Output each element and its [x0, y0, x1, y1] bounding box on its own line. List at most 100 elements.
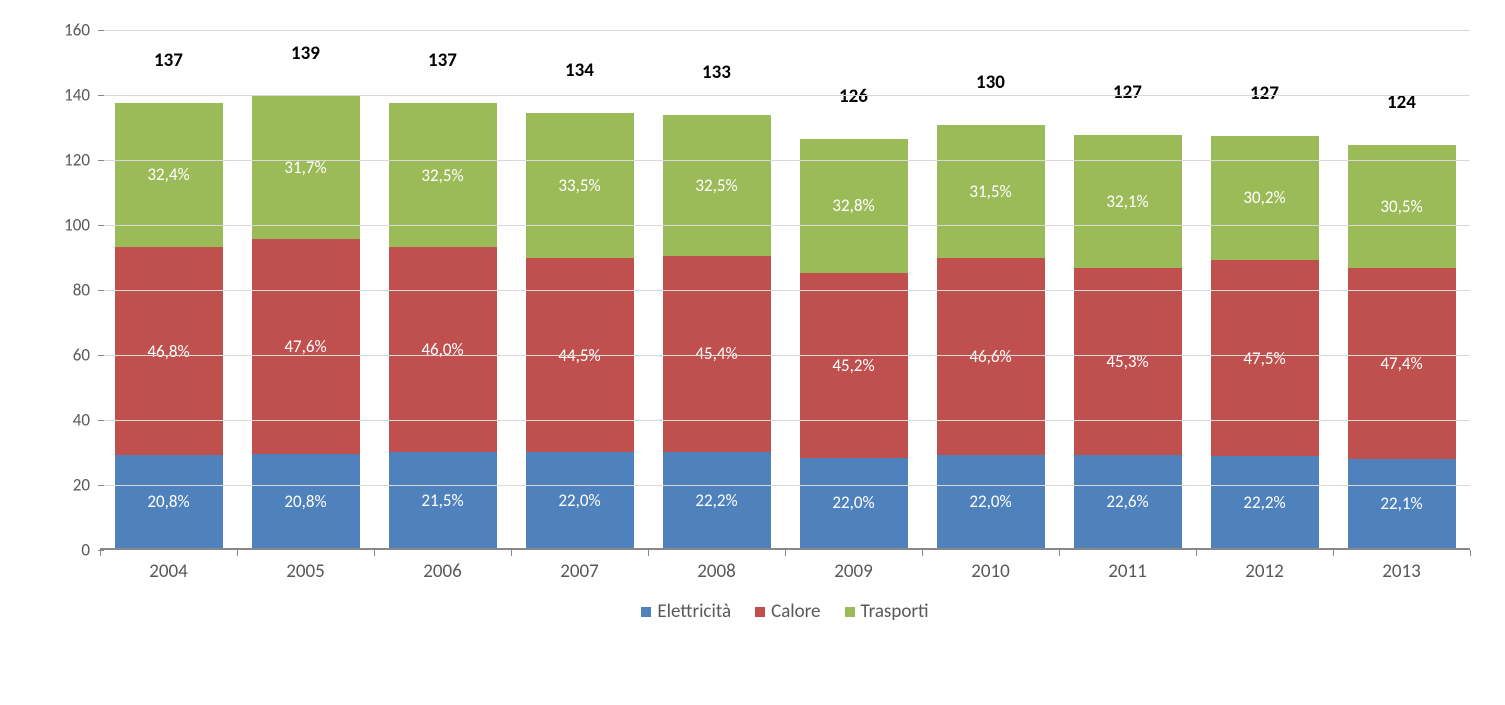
y-tick-mark	[98, 30, 104, 31]
y-tick-label: 140	[64, 85, 90, 106]
bar-stack: 22,2% 45,4% 32,5%	[663, 115, 771, 548]
segment-percent-label: 32,5%	[421, 165, 463, 186]
x-axis-label: 2009	[785, 560, 922, 583]
segment-trasporti: 31,5%	[937, 125, 1045, 258]
x-tick-mark	[1470, 550, 1471, 556]
segment-trasporti: 30,2%	[1211, 136, 1319, 261]
gridline	[100, 95, 1470, 96]
bar-stack: 21,5% 46,0% 32,5%	[389, 103, 497, 548]
bar-total-label: 139	[237, 42, 374, 69]
segment-percent-label: 30,5%	[1380, 196, 1422, 217]
y-tick-mark	[98, 95, 104, 96]
segment-calore: 46,0%	[389, 247, 497, 452]
y-tick-label: 20	[73, 475, 90, 496]
gridline	[100, 225, 1470, 226]
x-tick-mark	[1196, 550, 1197, 556]
segment-elettricita: 21,5%	[389, 452, 497, 548]
segment-calore: 47,6%	[252, 239, 360, 454]
x-axis-label: 2005	[237, 560, 374, 583]
bar-total-label: 133	[648, 61, 785, 88]
segment-trasporti: 32,8%	[800, 139, 908, 273]
x-axis-label: 2004	[100, 560, 237, 583]
legend-swatch	[845, 607, 855, 617]
legend-item-elettricita: Elettricità	[641, 600, 731, 623]
segment-percent-label: 46,8%	[147, 341, 189, 362]
y-tick-label: 40	[73, 410, 90, 431]
segment-percent-label: 45,3%	[1106, 351, 1148, 372]
bar-stack: 22,0%44,5%33,5%	[526, 113, 634, 548]
segment-elettricita: 22,0%	[800, 458, 908, 548]
segment-percent-label: 47,5%	[1243, 348, 1285, 369]
segment-calore: 45,4%	[663, 256, 771, 452]
x-axis-label: 2008	[648, 560, 785, 583]
y-tick-mark	[98, 225, 104, 226]
x-tick-mark	[648, 550, 649, 556]
legend-item-trasporti: Trasporti	[845, 600, 929, 623]
gridline	[100, 420, 1470, 421]
x-tick-mark	[785, 550, 786, 556]
segment-percent-label: 47,6%	[284, 336, 326, 357]
segment-percent-label: 47,4%	[1380, 353, 1422, 374]
y-axis: 020406080100120140160	[20, 30, 100, 550]
segment-percent-label: 21,5%	[421, 490, 463, 511]
segment-percent-label: 20,8%	[284, 491, 326, 512]
segment-percent-label: 32,4%	[147, 164, 189, 185]
legend-swatch	[755, 607, 765, 617]
bar-slot: 22,0%46,6%31,5%130	[922, 30, 1059, 548]
y-tick-label: 0	[81, 540, 90, 561]
legend: Elettricità Calore Trasporti	[100, 600, 1470, 623]
segment-calore: 45,3%	[1074, 268, 1182, 455]
segment-percent-label: 22,0%	[969, 491, 1011, 512]
bar-slot: 22,2%47,5%30,2%127	[1196, 30, 1333, 548]
segment-percent-label: 46,0%	[421, 339, 463, 360]
bar-slot: 20,8% 46,8% 32,4% 137	[100, 30, 237, 548]
x-tick-mark	[922, 550, 923, 556]
gridline	[100, 355, 1470, 356]
x-tick-mark	[374, 550, 375, 556]
segment-percent-label: 22,2%	[695, 490, 737, 511]
x-tick-mark	[1333, 550, 1334, 556]
bar-total-label: 137	[100, 49, 237, 76]
bar-slot: 22,0%44,5%33,5%134	[511, 30, 648, 548]
bar-slot: 22,6%45,3%32,1%127	[1059, 30, 1196, 548]
segment-percent-label: 22,0%	[832, 492, 874, 513]
bar-stack: 22,1% 47,4% 30,5%	[1348, 145, 1456, 548]
segment-calore: 47,4%	[1348, 268, 1456, 459]
segment-elettricita: 22,6%	[1074, 455, 1182, 548]
segment-elettricita: 22,2%	[663, 452, 771, 548]
gridline	[100, 290, 1470, 291]
bars-wrap: 20,8%46,8%32,4%13720,8%47,6%31,7%13921,5…	[100, 30, 1470, 548]
segment-percent-label: 22,0%	[558, 490, 600, 511]
segment-elettricita: 22,0%	[937, 455, 1045, 548]
segment-trasporti: 30,5%	[1348, 145, 1456, 268]
segment-percent-label: 33,5%	[558, 175, 600, 196]
segment-percent-label: 32,8%	[832, 195, 874, 216]
segment-percent-label: 46,6%	[969, 346, 1011, 367]
segment-percent-label: 30,2%	[1243, 187, 1285, 208]
segment-percent-label: 20,8%	[147, 491, 189, 512]
y-tick-mark	[98, 160, 104, 161]
bar-stack: 20,8%47,6%31,7%	[252, 96, 360, 548]
legend-label: Trasporti	[861, 600, 929, 623]
legend-item-calore: Calore	[755, 600, 820, 623]
bar-stack: 22,2%47,5%30,2%	[1211, 136, 1319, 548]
segment-trasporti: 33,5%	[526, 113, 634, 259]
bar-stack: 22,6% 45,3% 32,1%	[1074, 135, 1182, 548]
segment-trasporti: 32,5%	[663, 115, 771, 255]
y-tick-mark	[98, 550, 104, 551]
y-tick-mark	[98, 355, 104, 356]
segment-percent-label: 22,1%	[1380, 493, 1422, 514]
segment-percent-label: 45,4%	[695, 343, 737, 364]
x-tick-mark	[511, 550, 512, 556]
energy-stacked-bar-chart: 020406080100120140160 20,8%46,8%32,4%137…	[20, 20, 1485, 685]
segment-percent-label: 45,2%	[832, 355, 874, 376]
y-tick-label: 80	[73, 280, 90, 301]
y-tick-label: 60	[73, 345, 90, 366]
x-axis-label: 2006	[374, 560, 511, 583]
y-tick-label: 160	[64, 20, 90, 41]
y-tick-mark	[98, 290, 104, 291]
x-tick-mark	[237, 550, 238, 556]
x-axis-label: 2011	[1059, 560, 1196, 583]
segment-trasporti: 32,1%	[1074, 135, 1182, 268]
bar-slot: 22,1%47,4%30,5%124	[1333, 30, 1470, 548]
